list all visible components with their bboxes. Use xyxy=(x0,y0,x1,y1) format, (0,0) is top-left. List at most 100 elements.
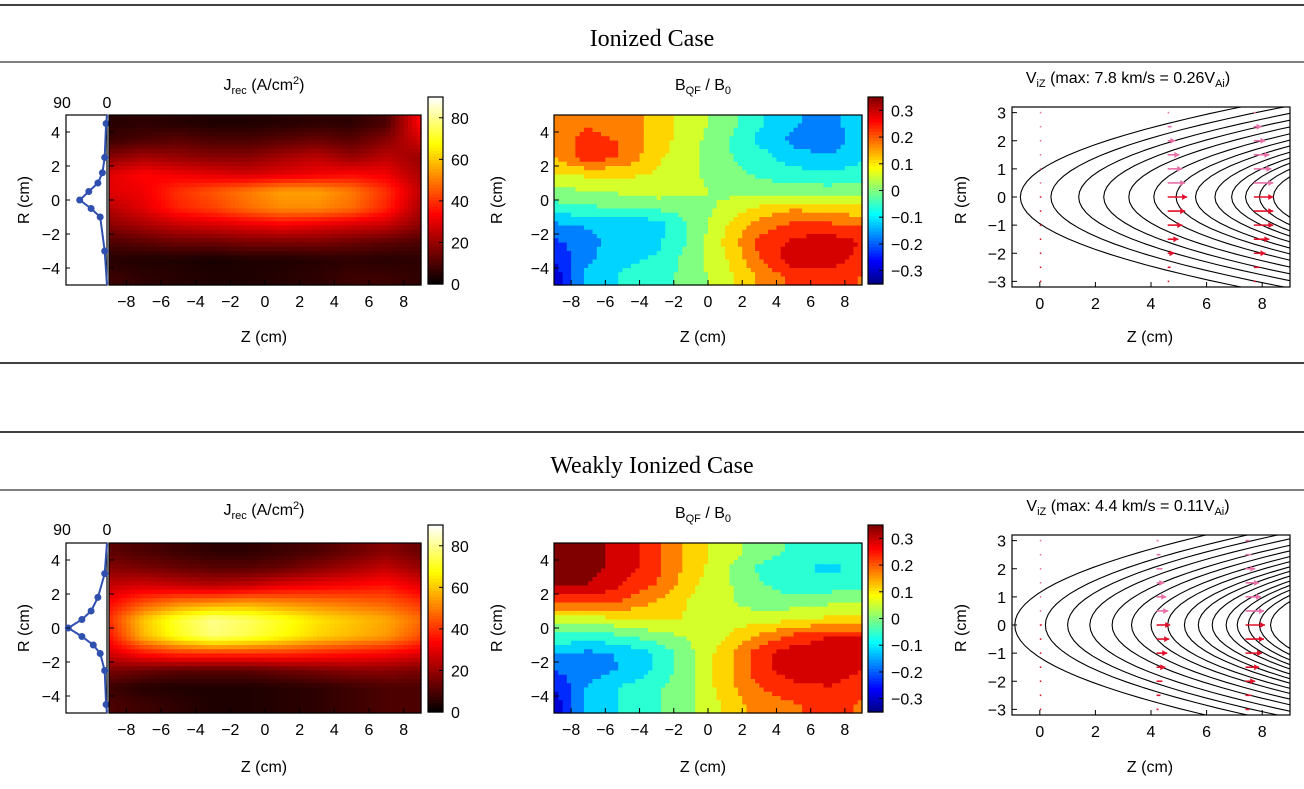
heatmap-cell xyxy=(408,195,413,201)
heatmap-cell xyxy=(135,170,140,176)
heatmap-cell xyxy=(558,132,564,137)
heatmap-cell xyxy=(755,136,760,142)
heatmap-cell xyxy=(226,280,231,286)
heatmap-cell xyxy=(763,195,769,201)
heatmap-cell xyxy=(767,132,773,137)
heatmap-cell xyxy=(338,221,344,227)
heatmap-cell xyxy=(260,136,266,142)
heatmap-cell xyxy=(767,123,773,129)
heatmap-cell xyxy=(165,170,171,176)
heatmap-cell xyxy=(148,119,153,125)
heatmap-cell xyxy=(295,187,301,193)
heatmap-cell xyxy=(827,212,833,218)
heatmap-cell xyxy=(609,178,615,184)
heatmap-cell xyxy=(639,136,645,142)
heatmap-cell xyxy=(395,217,400,222)
heatmap-cell xyxy=(152,153,158,159)
heatmap-cell xyxy=(156,183,162,188)
heatmap-cell xyxy=(622,208,628,214)
heatmap-cell xyxy=(109,170,114,176)
heatmap-cell xyxy=(648,221,653,227)
heatmap-cell xyxy=(725,195,730,201)
heatmap-cell xyxy=(596,200,602,205)
heatmap-cell xyxy=(122,123,127,129)
heatmap-cell xyxy=(252,221,257,227)
heatmap-cell xyxy=(308,242,314,248)
heatmap-cell xyxy=(360,187,366,193)
heatmap-cell xyxy=(562,166,568,171)
heatmap-cell xyxy=(364,183,370,188)
heatmap-cell xyxy=(665,183,671,188)
heatmap-cell xyxy=(857,225,863,231)
heatmap-cell xyxy=(117,238,123,244)
heatmap-cell xyxy=(338,238,344,244)
heatmap-cell xyxy=(592,183,598,188)
heatmap-cell xyxy=(226,170,231,176)
heatmap-cell xyxy=(703,132,709,137)
heatmap-cell xyxy=(312,191,318,197)
heatmap-cell xyxy=(596,153,602,159)
heatmap-cell xyxy=(802,119,807,125)
heatmap-cell xyxy=(755,195,760,201)
heatmap-cell xyxy=(810,149,816,154)
heatmap-cell xyxy=(592,204,598,210)
heatmap-cell xyxy=(304,225,309,231)
heatmap-cell xyxy=(618,208,624,214)
heatmap-cell xyxy=(613,127,619,133)
heatmap-cell xyxy=(200,174,205,180)
heatmap-cell xyxy=(221,161,227,167)
heatmap-cell xyxy=(338,272,344,278)
heatmap-cell xyxy=(295,246,301,252)
heatmap-cell xyxy=(742,178,748,184)
heatmap-cell xyxy=(187,115,192,120)
heatmap-cell xyxy=(156,268,162,273)
heatmap-cell xyxy=(403,170,409,176)
profile-point xyxy=(98,169,106,177)
heatmap-cell xyxy=(148,187,153,193)
heatmap-cell xyxy=(386,217,392,222)
heatmap-cell xyxy=(347,187,353,193)
heatmap-cell xyxy=(566,149,572,154)
heatmap-cell xyxy=(793,212,799,218)
heatmap-cell xyxy=(247,187,253,193)
heatmap-cell xyxy=(282,161,288,167)
heatmap-cell xyxy=(390,263,396,269)
heatmap-cell xyxy=(776,221,782,227)
heatmap-cell xyxy=(665,123,671,129)
heatmap-cell xyxy=(729,187,735,193)
heatmap-cell xyxy=(746,187,752,193)
heatmap-cell xyxy=(601,191,606,197)
heatmap-cell xyxy=(143,174,149,180)
heatmap-cell xyxy=(742,200,748,205)
heatmap-cell xyxy=(295,144,301,150)
heatmap-cell xyxy=(351,149,357,154)
heatmap-cell xyxy=(558,149,564,154)
heatmap-cell xyxy=(299,225,305,231)
heatmap-cell xyxy=(395,178,400,184)
heatmap-cell xyxy=(665,153,671,159)
heatmap-cell xyxy=(733,200,739,205)
heatmap-cell xyxy=(156,242,162,248)
heatmap-cell xyxy=(814,115,820,120)
heatmap-cell xyxy=(806,115,812,120)
heatmap-cell xyxy=(312,276,318,282)
heatmap-cell xyxy=(122,115,127,120)
heatmap-cell xyxy=(733,149,739,154)
heatmap-cell xyxy=(308,187,314,193)
heatmap-cell xyxy=(291,119,296,125)
heatmap-cell xyxy=(596,166,602,171)
heatmap-cell xyxy=(117,217,123,222)
heatmap-cell xyxy=(377,183,383,188)
heatmap-cell xyxy=(377,136,383,142)
heatmap-cell xyxy=(390,127,396,133)
heatmap-cell xyxy=(725,127,730,133)
heatmap-cell xyxy=(364,153,370,159)
heatmap-cell xyxy=(386,229,392,235)
heatmap-cell xyxy=(321,251,327,256)
heatmap-cell xyxy=(347,255,353,261)
heatmap-cell xyxy=(191,200,197,205)
heatmap-cell xyxy=(291,123,296,129)
heatmap-cell xyxy=(221,153,227,159)
heatmap-cell xyxy=(660,204,666,210)
heatmap-cell xyxy=(239,161,244,167)
